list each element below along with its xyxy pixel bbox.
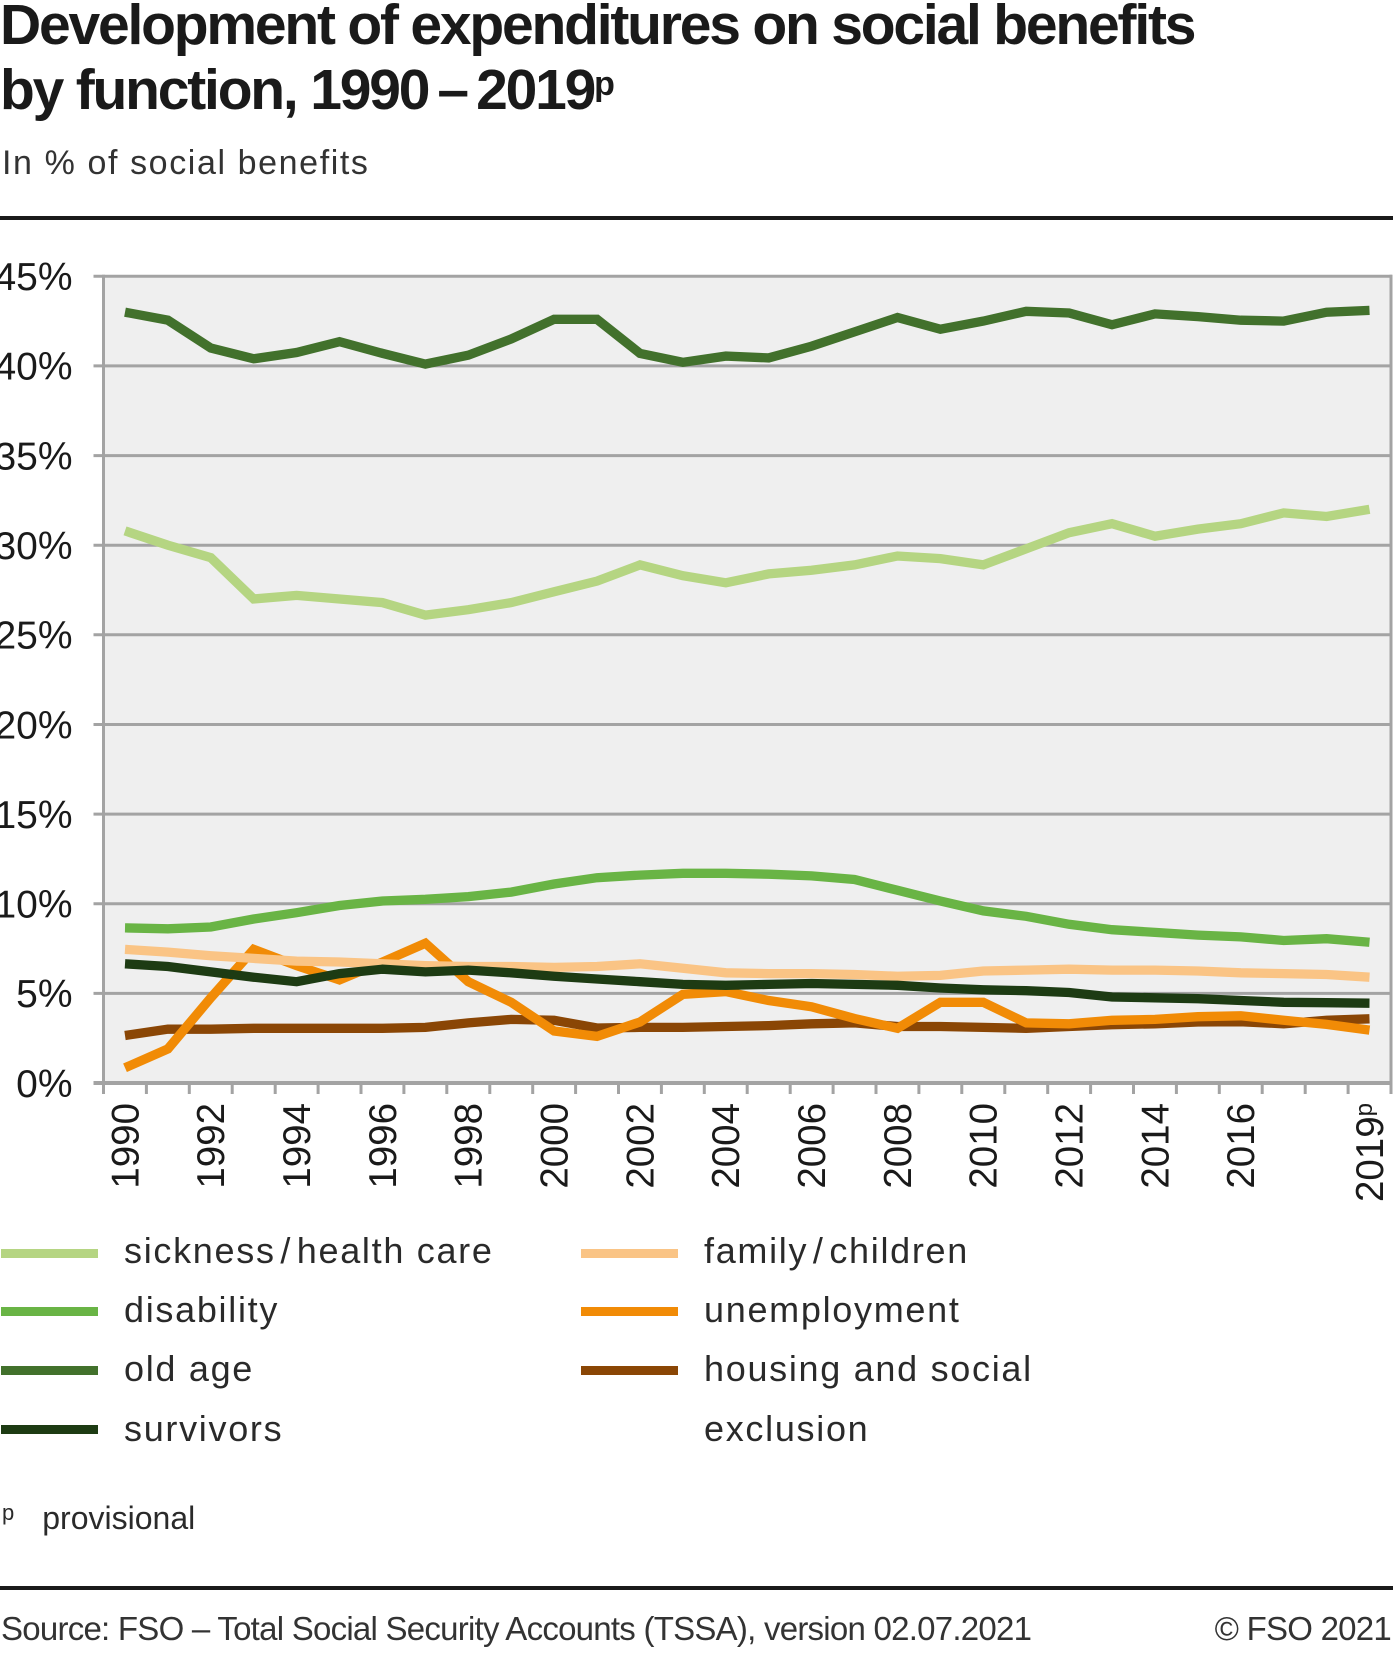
svg-text:20%: 20% (0, 704, 73, 747)
svg-text:1992: 1992 (190, 1103, 233, 1189)
svg-text:2004: 2004 (705, 1103, 748, 1189)
svg-text:5%: 5% (16, 973, 72, 1016)
svg-text:15%: 15% (0, 794, 73, 837)
svg-text:40%: 40% (0, 346, 73, 389)
svg-text:2000: 2000 (533, 1103, 576, 1189)
svg-text:2012: 2012 (1048, 1103, 1091, 1189)
svg-text:1990: 1990 (104, 1103, 147, 1189)
svg-text:2006: 2006 (791, 1103, 834, 1189)
svg-text:2008: 2008 (877, 1103, 920, 1189)
svg-text:2002: 2002 (619, 1103, 662, 1189)
svg-text:45%: 45% (0, 256, 73, 299)
svg-text:2010: 2010 (963, 1103, 1006, 1189)
svg-text:0%: 0% (16, 1063, 72, 1106)
svg-text:35%: 35% (0, 435, 73, 478)
svg-text:2014: 2014 (1134, 1103, 1177, 1189)
svg-text:25%: 25% (0, 615, 73, 658)
svg-text:1998: 1998 (448, 1103, 491, 1189)
svg-text:1996: 1996 (362, 1103, 405, 1189)
svg-text:2016: 2016 (1220, 1103, 1263, 1189)
svg-text:30%: 30% (0, 525, 73, 568)
svg-text:1994: 1994 (276, 1103, 319, 1189)
svg-text:10%: 10% (0, 884, 73, 927)
svg-text:2019p: 2019p (1349, 1103, 1392, 1202)
